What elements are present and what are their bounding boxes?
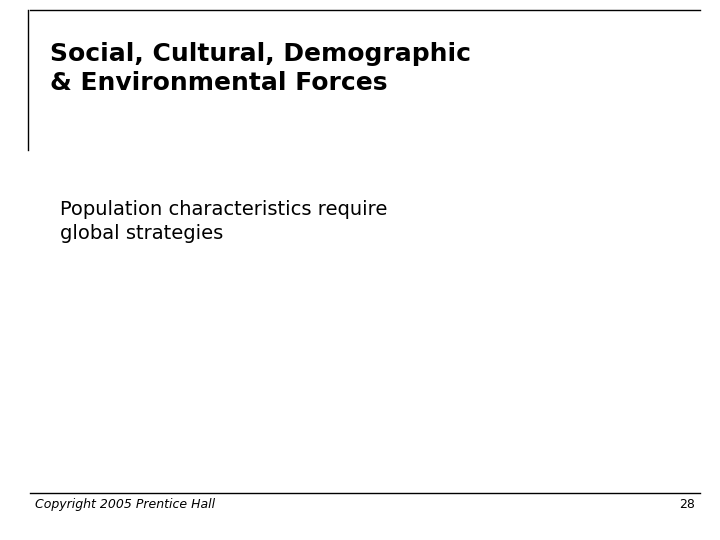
Text: Copyright 2005 Prentice Hall: Copyright 2005 Prentice Hall xyxy=(35,498,215,511)
Text: 28: 28 xyxy=(679,498,695,511)
Text: Social, Cultural, Demographic
& Environmental Forces: Social, Cultural, Demographic & Environm… xyxy=(50,42,471,94)
Text: Population characteristics require
global strategies: Population characteristics require globa… xyxy=(60,200,387,243)
